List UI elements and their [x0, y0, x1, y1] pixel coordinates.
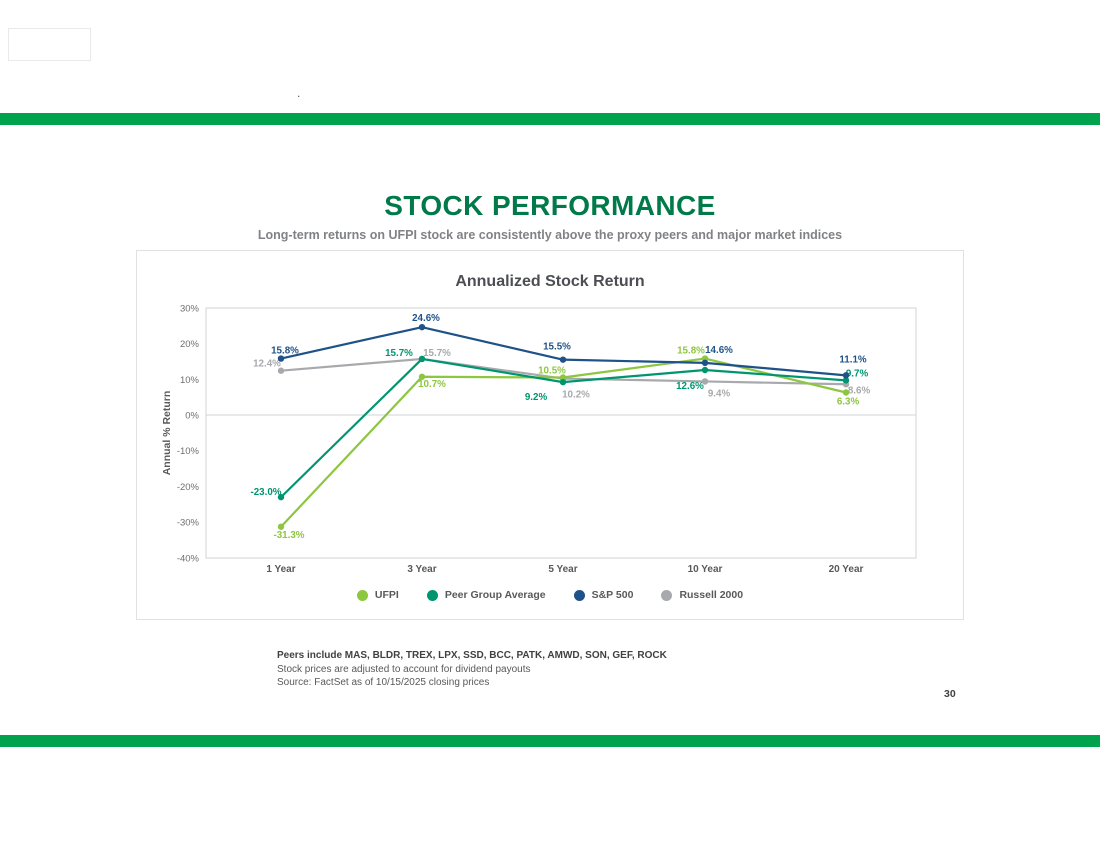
series-point — [418, 323, 426, 331]
legend-label: Peer Group Average — [444, 589, 546, 601]
chart-card: 30% 20% 10% 0% -10% -20% -30% -40% 1 Year 3 Year 5… — [136, 250, 964, 620]
data-label: 14.6% — [705, 345, 733, 356]
footnote-dividend-adjustment: Stock prices are adjusted to account for… — [277, 663, 531, 675]
logo-placeholder — [8, 28, 91, 61]
legend-label: Russell 2000 — [679, 589, 744, 601]
data-label: 6.3% — [837, 397, 860, 408]
stray-period-text: . — [297, 86, 301, 100]
plot-border — [205, 307, 917, 559]
legend-dot-icon — [356, 589, 368, 601]
chart-legend: UFPI Peer Group Average S&P 500 Russell 200… — [137, 589, 963, 601]
data-label: -23.0% — [250, 487, 281, 498]
y-axis-tick-label: 10% — [180, 375, 200, 386]
legend-item: S&P 500 — [573, 589, 634, 601]
series-point — [418, 373, 426, 380]
bottom-accent-bar — [0, 735, 1100, 747]
y-axis-tick-label: 20% — [180, 339, 200, 350]
data-label: 24.6% — [412, 313, 440, 324]
x-axis-category-label: 10 Year — [688, 564, 723, 575]
data-label: 10.5% — [538, 366, 566, 377]
footnote-peers-list: Peers include MAS, BLDR, TREX, LPX, SSD,… — [277, 650, 667, 661]
x-axis-category-label: 3 Year — [407, 564, 436, 575]
data-label: 15.8% — [271, 346, 299, 357]
top-accent-bar — [0, 113, 1100, 125]
annualized-stock-return-chart: 30% 20% 10% 0% -10% -20% -30% -40% 1 Year 3 Year 5… — [137, 251, 965, 585]
y-axis-tick-label: 0% — [185, 411, 199, 422]
series-point — [559, 356, 567, 363]
legend-item: Russell 2000 — [661, 589, 743, 601]
x-axis-category-label: 1 Year — [266, 564, 295, 575]
x-axis-category-label: 5 Year — [548, 564, 577, 575]
y-axis-tick-label: -40% — [177, 553, 200, 564]
legend-dot-icon — [661, 589, 673, 601]
data-label: 9.4% — [708, 388, 731, 399]
series-point — [701, 359, 709, 367]
data-label: -31.3% — [273, 530, 304, 541]
y-axis-title: Annual % Return — [161, 391, 173, 476]
footnotes: Peers include MAS, BLDR, TREX, LPX, SSD,… — [277, 649, 667, 690]
series-point — [418, 355, 426, 363]
slide-title: STOCK PERFORMANCE — [384, 190, 716, 221]
data-label: 8.6% — [848, 385, 871, 396]
series-point — [842, 389, 850, 396]
data-label: 15.7% — [385, 348, 413, 359]
series-point — [277, 523, 285, 530]
slide-subtitle: Long-term returns on UFPI stock are cons… — [257, 228, 843, 242]
series-point — [842, 372, 850, 379]
legend-dot-icon — [573, 589, 585, 601]
series-point — [277, 367, 285, 374]
chart-title: Annualized Stock Return — [455, 273, 645, 290]
y-axis-tick-label: 30% — [180, 303, 200, 314]
data-label: 15.5% — [543, 342, 571, 353]
data-label: 15.8% — [677, 346, 705, 357]
data-label: 15.7% — [423, 348, 451, 359]
legend-dot-icon — [426, 589, 438, 601]
y-axis-tick-label: -20% — [177, 482, 200, 493]
series-point — [559, 374, 567, 381]
chart-svg: 30% 20% 10% 0% -10% -20% -30% -40% 1 Year 3 Year 5… — [161, 303, 917, 575]
data-label: 10.2% — [562, 390, 590, 401]
series-point — [701, 378, 709, 385]
series-point — [842, 377, 850, 384]
x-axis-category-label: 20 Year — [829, 564, 864, 575]
series-point — [277, 493, 285, 501]
data-label: 12.4% — [253, 359, 281, 370]
page-number: 30 — [944, 688, 956, 700]
legend-label: UFPI — [374, 589, 399, 601]
y-axis-tick-label: -10% — [177, 446, 200, 457]
data-label: 9.7% — [846, 368, 869, 379]
series-point — [559, 378, 567, 386]
footnote-source: Source: FactSet as of 10/15/2025 closing… — [277, 677, 490, 688]
data-label: 9.2% — [525, 392, 548, 403]
data-label: 12.6% — [676, 381, 704, 392]
series-point — [701, 366, 709, 374]
series-point — [277, 355, 285, 362]
legend-label: S&P 500 — [591, 589, 634, 601]
legend-item: UFPI — [356, 589, 399, 601]
data-label: 11.1% — [839, 354, 867, 365]
y-axis-tick-label: -30% — [177, 518, 200, 529]
data-label: 10.7% — [418, 379, 446, 390]
legend-item: Peer Group Average — [426, 589, 546, 601]
